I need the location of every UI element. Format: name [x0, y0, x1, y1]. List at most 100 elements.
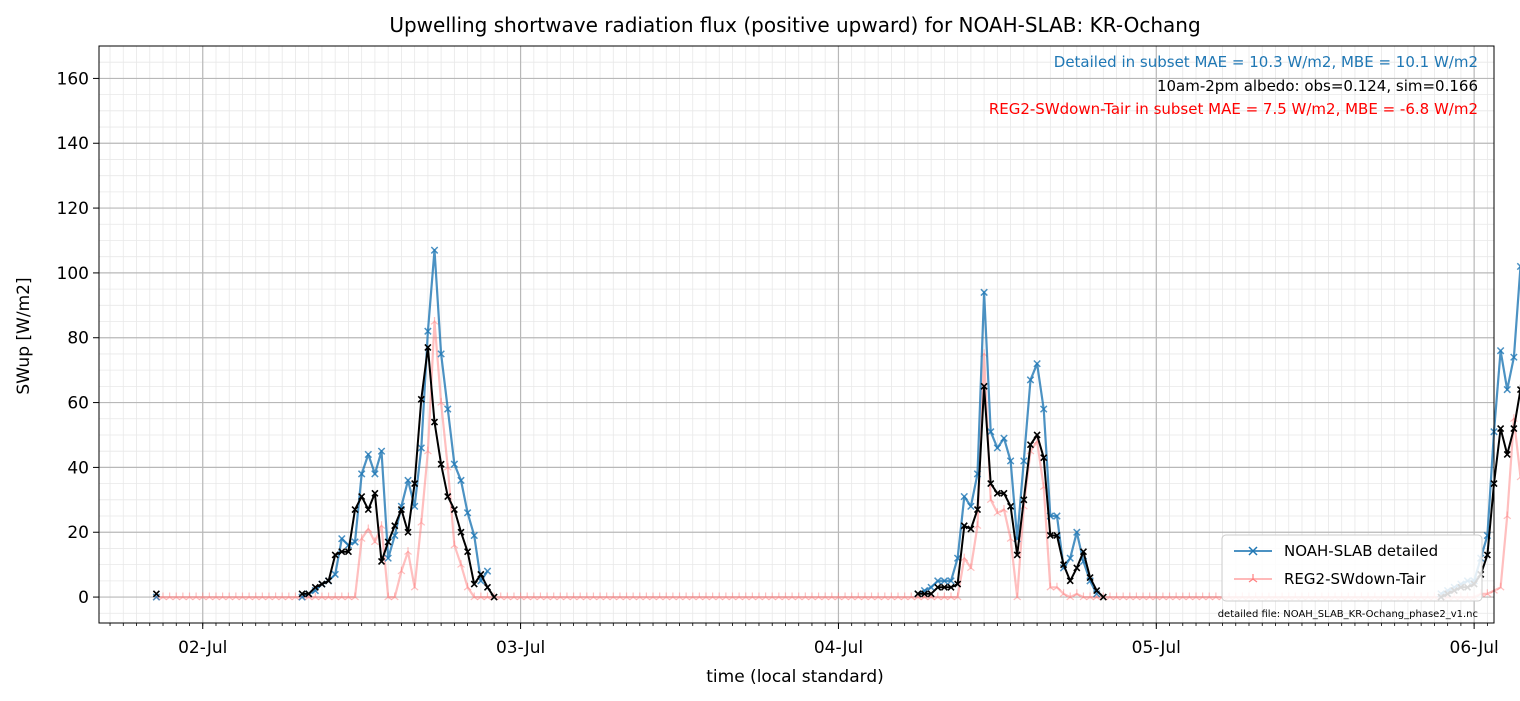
- data-point: [443, 462, 452, 471]
- y-tick-label: 0: [78, 588, 89, 608]
- data-point: [331, 570, 339, 579]
- data-point: [444, 493, 452, 501]
- data-point: [410, 582, 419, 591]
- data-point: [1060, 561, 1068, 569]
- legend-label-reg2: REG2-SWdown-Tair: [1284, 570, 1426, 588]
- annotation-reg2-stats: REG2-SWdown-Tair in subset MAE = 7.5 W/m…: [989, 100, 1478, 118]
- data-point: [1053, 512, 1061, 520]
- data-point: [1099, 593, 1107, 601]
- data-point: [483, 583, 492, 591]
- data-point: [973, 505, 982, 514]
- data-point: [390, 592, 399, 601]
- data-point: [404, 528, 412, 536]
- data-point: [980, 288, 988, 297]
- x-tick-label: 04-Jul: [814, 638, 863, 658]
- data-point: [1059, 589, 1068, 598]
- data-point: [1020, 496, 1028, 504]
- y-tick-label: 140: [57, 134, 89, 154]
- data-point: [457, 528, 465, 536]
- data-point: [483, 567, 492, 575]
- data-point: [960, 553, 969, 562]
- data-point: [490, 593, 498, 601]
- data-point: [305, 590, 313, 598]
- data-point: [377, 447, 386, 455]
- data-point: [1516, 386, 1520, 394]
- y-tick-label: 20: [67, 523, 89, 543]
- data-point: [927, 583, 935, 592]
- y-tick-label: 100: [57, 264, 89, 284]
- data-point: [993, 489, 1001, 497]
- data-point: [397, 566, 406, 575]
- data-point: [311, 583, 319, 591]
- data-point: [920, 590, 929, 598]
- data-point: [444, 405, 452, 413]
- data-point: [430, 418, 439, 426]
- data-point: [1053, 582, 1061, 591]
- y-axis-label: SWup [W/m2]: [14, 277, 34, 394]
- data-point: [1497, 424, 1505, 433]
- data-point: [437, 350, 445, 358]
- data-point: [1073, 528, 1081, 536]
- data-point: [357, 534, 366, 542]
- data-point: [973, 521, 982, 530]
- data-point: [1066, 554, 1074, 562]
- data-point: [940, 577, 949, 585]
- data-point: [1033, 431, 1041, 439]
- data-point: [364, 524, 373, 533]
- data-point: [1046, 531, 1054, 540]
- data-point: [437, 460, 445, 468]
- y-tick-label: 60: [67, 394, 89, 414]
- data-point: [404, 547, 412, 555]
- data-point: [1040, 454, 1048, 462]
- data-point: [417, 395, 425, 403]
- data-point: [1000, 504, 1008, 513]
- data-point: [457, 476, 465, 485]
- series-observed: [152, 343, 1520, 601]
- data-point: [927, 590, 935, 598]
- annotation-albedo: 10am-2pm albedo: obs=0.124, sim=0.166: [1157, 77, 1478, 95]
- data-point: [940, 583, 948, 591]
- data-point: [1510, 424, 1518, 433]
- data-point: [424, 343, 432, 352]
- data-point: [338, 548, 346, 556]
- data-point: [463, 509, 472, 517]
- data-point: [371, 489, 379, 497]
- x-tick-label: 05-Jul: [1132, 638, 1181, 658]
- data-point: [404, 476, 412, 485]
- data-point: [457, 560, 465, 568]
- data-point: [1007, 502, 1015, 510]
- data-point: [470, 531, 478, 540]
- x-axis-label: time (local standard): [706, 667, 884, 687]
- data-point: [1066, 592, 1075, 601]
- data-point: [1013, 592, 1022, 601]
- data-point: [1000, 489, 1008, 497]
- data-point: [477, 570, 485, 578]
- data-point: [934, 577, 942, 585]
- data-point: [934, 583, 942, 591]
- data-point: [1066, 577, 1074, 585]
- data-point: [1013, 551, 1021, 559]
- data-point: [1496, 582, 1505, 591]
- data-point: [424, 327, 432, 335]
- data-point: [384, 538, 392, 546]
- legend-marker-detailed: [1248, 546, 1258, 556]
- y-tick-label: 80: [67, 329, 89, 349]
- data-point: [960, 492, 968, 501]
- data-point: [1503, 511, 1512, 520]
- data-point: [391, 522, 399, 530]
- chart-title: Upwelling shortwave radiation flux (posi…: [389, 13, 1200, 37]
- data-point: [417, 444, 425, 452]
- legend-label-detailed: NOAH-SLAB detailed: [1284, 542, 1438, 560]
- data-point: [377, 557, 386, 565]
- data-point: [1503, 450, 1511, 459]
- data-point: [980, 382, 988, 390]
- series-line: [301, 249, 1520, 599]
- data-point: [967, 563, 975, 572]
- annotation-detailed-stats: Detailed in subset MAE = 10.3 W/m2, MBE …: [1054, 53, 1478, 71]
- data-point: [411, 480, 419, 488]
- data-point: [371, 470, 379, 478]
- data-point: [1072, 589, 1081, 598]
- data-point: [914, 590, 922, 598]
- data-point: [987, 428, 995, 436]
